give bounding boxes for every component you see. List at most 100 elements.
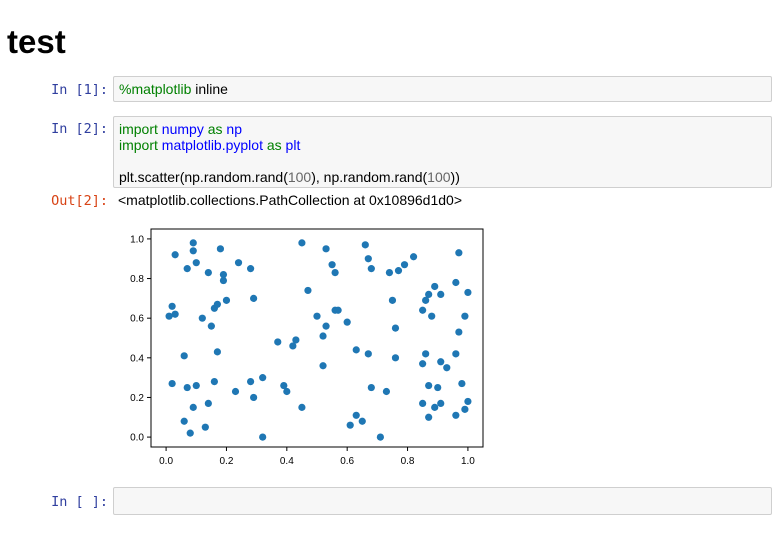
code-line: %matplotlib inline [119, 81, 766, 97]
scatter-point [428, 312, 436, 320]
scatter-point [434, 383, 442, 392]
cell-2-input[interactable]: import numpy as np import matplotlib.pyp… [113, 116, 772, 188]
cell-2-output-text: <matplotlib.collections.PathCollection a… [118, 192, 463, 208]
scatter-point [343, 318, 351, 326]
cell-3-input[interactable] [113, 487, 772, 515]
scatter-point [186, 429, 194, 437]
scatter-point [452, 350, 460, 358]
scatter-point [437, 399, 445, 407]
scatter-point [213, 300, 221, 308]
y-tick-label: 0.2 [130, 393, 144, 404]
scatter-point [443, 364, 451, 372]
scatter-point [382, 387, 391, 396]
y-tick-label: 0.6 [130, 314, 144, 325]
scatter-point [419, 399, 427, 407]
code-line-1: import numpy as np [119, 121, 766, 137]
scatter-point [391, 324, 400, 332]
scatter-point [455, 328, 463, 336]
scatter-point [165, 312, 173, 320]
code-text: plt.scatter(np.random.rand( [119, 169, 288, 185]
magic-command: %matplotlib [119, 81, 192, 97]
scatter-point [192, 259, 200, 267]
scatter-point [319, 362, 327, 370]
scatter-point [461, 405, 469, 413]
x-tick-label: 1.0 [461, 456, 475, 467]
scatter-point [422, 350, 430, 358]
scatter-point [431, 403, 439, 411]
magic-arg: inline [191, 81, 228, 97]
scatter-point [259, 374, 267, 382]
x-tick-label: 0.6 [340, 456, 354, 467]
scatter-point [455, 249, 463, 257]
scatter-point [385, 269, 394, 277]
code-number: 100 [427, 169, 451, 185]
scatter-point [437, 358, 445, 366]
scatter-point [322, 245, 330, 253]
code-text: ), np.random.rand( [311, 169, 428, 185]
scatter-point [283, 387, 291, 396]
scatter-point [189, 239, 197, 247]
scatter-point [201, 423, 209, 431]
scatter-point [461, 312, 469, 320]
scatter-point [180, 417, 188, 425]
cell-1-input[interactable]: %matplotlib inline [113, 76, 772, 102]
scatter-point [210, 378, 218, 386]
scatter-point [213, 348, 221, 356]
scatter-point [183, 383, 191, 392]
scatter-point [298, 403, 306, 411]
scatter-point [367, 265, 375, 273]
scatter-point [409, 253, 418, 261]
keyword-as: as [207, 121, 223, 137]
cell-1-prompt: In [1]: [51, 82, 108, 98]
scatter-point [207, 322, 215, 330]
scatter-point [231, 387, 240, 396]
x-tick-label: 0.2 [220, 456, 234, 467]
module-name: matplotlib.pyplot [161, 137, 263, 153]
y-tick-label: 0.0 [130, 433, 144, 444]
scatter-point [298, 239, 306, 247]
scatter-point [394, 267, 403, 275]
scatter-point [458, 379, 466, 388]
scatter-point [452, 411, 460, 419]
scatter-point [419, 306, 427, 314]
scatter-point [289, 342, 297, 350]
scatter-point [247, 265, 255, 273]
cell-2-prompt: In [2]: [51, 121, 108, 137]
cell-3-prompt: In [ ]: [51, 494, 108, 510]
scatter-point [259, 433, 267, 441]
scatter-point [425, 290, 433, 298]
scatter-point [222, 296, 231, 304]
scatter-point [391, 354, 400, 362]
keyword-import: import [119, 121, 158, 137]
scatter-point [452, 278, 460, 287]
scatter-point [367, 383, 375, 392]
scatter-point [419, 360, 427, 368]
scatter-point [364, 350, 372, 358]
scatter-plot: 0.0 0.2 0.4 0.6 0.8 1.0 0.0 0.2 0.4 0.6 0.8 1.0 [130, 228, 484, 467]
scatter-point [168, 302, 176, 310]
scatter-point [234, 259, 243, 267]
scatter-point [171, 251, 179, 259]
scatter-point [331, 269, 339, 277]
y-tick-label: 0.8 [130, 274, 144, 285]
code-line-4: plt.scatter(np.random.rand(100), np.rand… [119, 169, 766, 185]
scatter-point [437, 290, 445, 298]
scatter-point [292, 336, 300, 344]
scatter-point [250, 294, 258, 302]
code-number: 100 [287, 169, 312, 185]
scatter-point [425, 381, 433, 390]
scatter-point [358, 417, 366, 425]
scatter-point [247, 378, 255, 386]
scatter-point [361, 241, 369, 249]
scatter-point [346, 421, 354, 429]
scatter-point [376, 433, 384, 441]
scatter-point [319, 332, 327, 340]
scatter-point [280, 381, 288, 390]
scatter-point [425, 413, 433, 421]
code-line-3 [119, 153, 766, 169]
scatter-point [304, 286, 312, 295]
code-text: )) [450, 169, 460, 185]
scatter-point [352, 346, 360, 354]
plot-frame [150, 228, 484, 448]
y-tick-label: 1.0 [130, 234, 144, 245]
